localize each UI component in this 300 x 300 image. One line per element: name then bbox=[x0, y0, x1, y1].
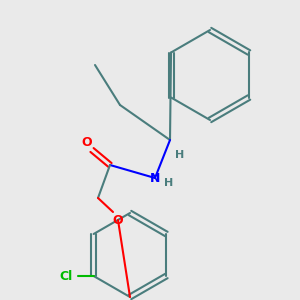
Text: N: N bbox=[150, 172, 160, 184]
Text: O: O bbox=[113, 214, 123, 226]
Text: Cl: Cl bbox=[59, 269, 72, 283]
Text: H: H bbox=[164, 178, 174, 188]
Text: O: O bbox=[82, 136, 92, 148]
Text: H: H bbox=[176, 150, 184, 160]
